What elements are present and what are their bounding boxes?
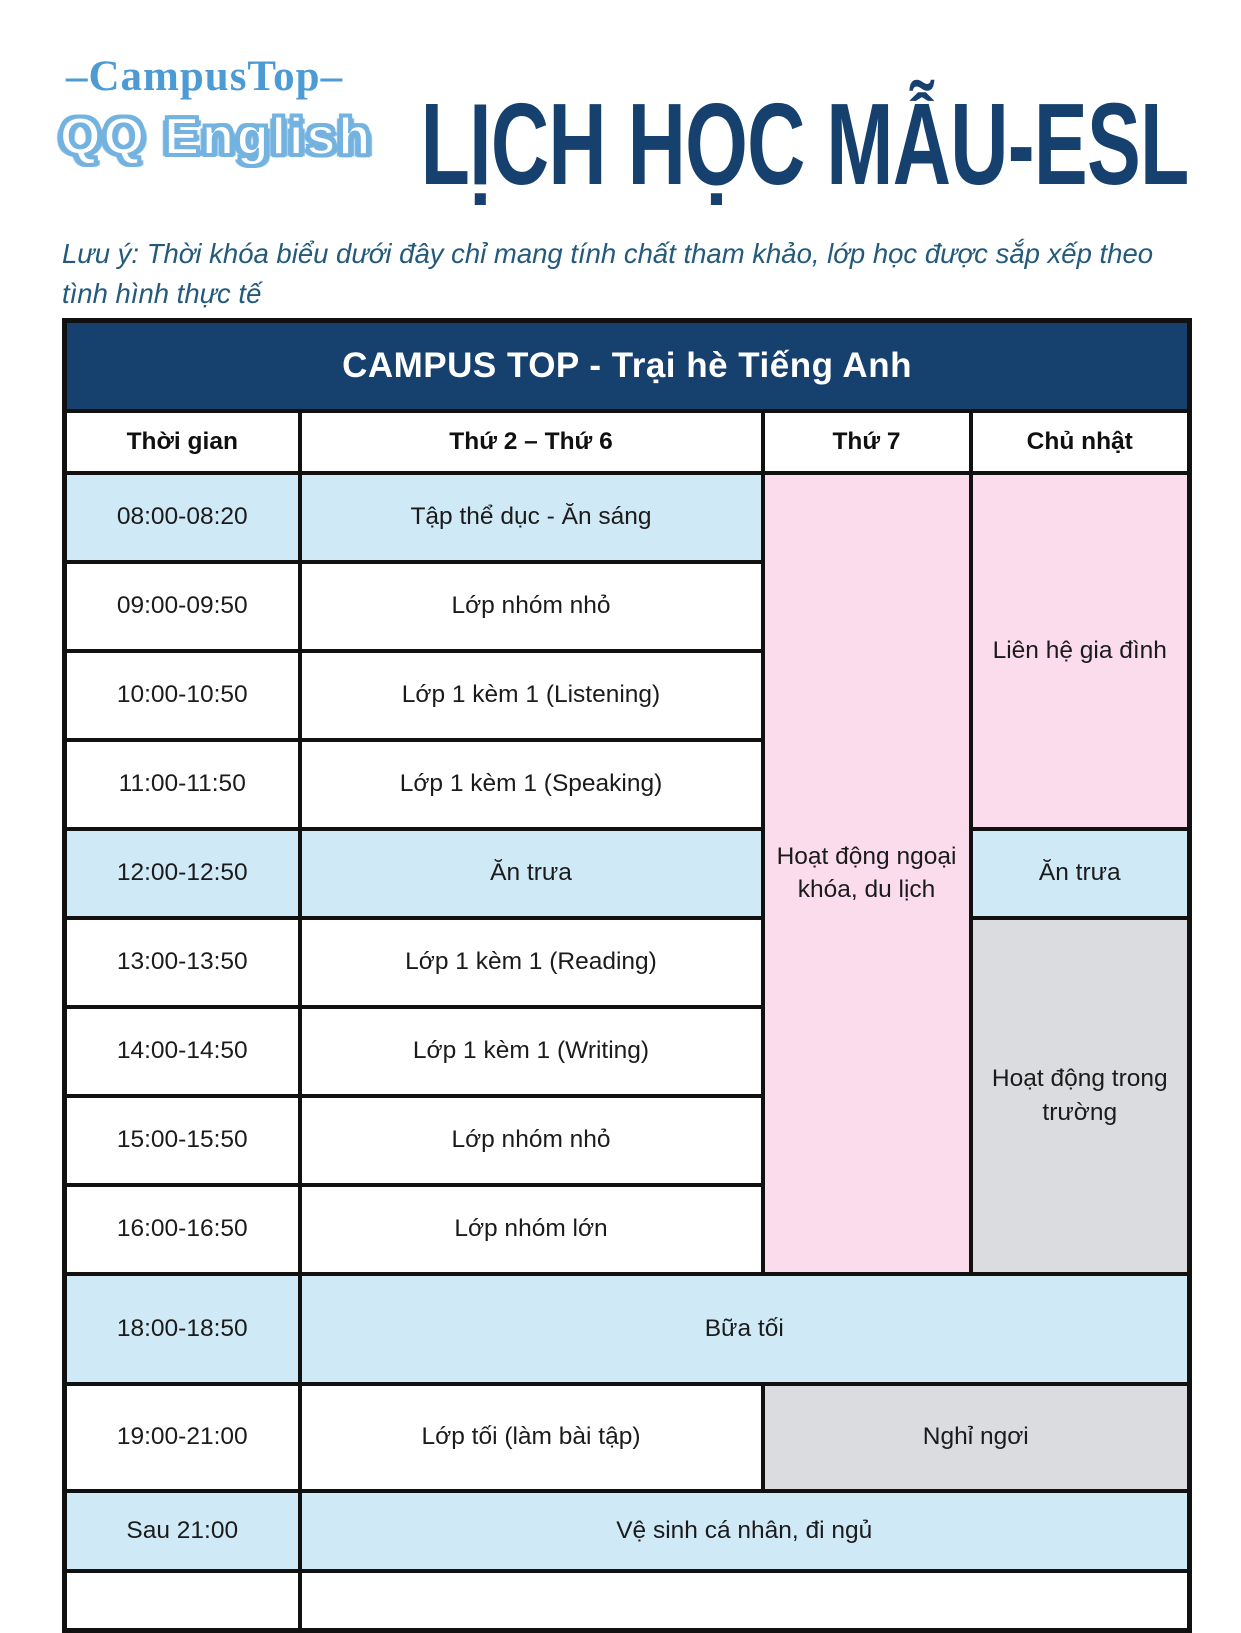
- time-cell: 19:00-21:00: [62, 1381, 302, 1493]
- activity-cell: Lớp nhóm nhỏ: [297, 1093, 765, 1187]
- time-cell: 18:00-18:50: [62, 1271, 302, 1386]
- qq-english-logo: QQ English: [59, 107, 374, 167]
- sunday-morning-cell: Liên hệ gia đình: [968, 470, 1192, 831]
- time-cell: 12:00-12:50: [62, 826, 302, 920]
- table-row: 19:00-21:00 Lớp tối (làm bài tập) Nghỉ n…: [62, 1381, 1192, 1493]
- column-header-saturday: Thứ 7: [760, 408, 973, 475]
- table-row: 12:00-12:50 Ăn trưa Ăn trưa: [62, 826, 1192, 920]
- bedtime-cell: Vệ sinh cá nhân, đi ngủ: [297, 1488, 1192, 1573]
- time-cell: 14:00-14:50: [62, 1004, 302, 1098]
- column-header-row: Thời gian Thứ 2 – Thứ 6 Thứ 7 Chủ nhật: [62, 408, 1192, 475]
- activity-cell: Lớp 1 kèm 1 (Reading): [297, 915, 765, 1009]
- activity-cell: Tập thể dục - Ăn sáng: [297, 470, 765, 564]
- table-row: 15:00-15:50 Lớp nhóm nhỏ: [62, 1093, 1190, 1187]
- sunday-afternoon-cell: Hoạt động trong trường: [968, 915, 1192, 1276]
- table-row: 10:00-10:50 Lớp 1 kèm 1 (Listening): [62, 648, 1190, 742]
- activity-cell-empty: [297, 1568, 1192, 1633]
- table-title-row: CAMPUS TOP - Trại hè Tiếng Anh: [62, 318, 1192, 413]
- table-row: 08:00-08:20 Tập thể dục - Ăn sáng Hoạt đ…: [62, 470, 1192, 1276]
- table-row: 09:00-09:50 Lớp nhóm nhỏ: [62, 559, 1190, 653]
- table-row: 18:00-18:50 Bữa tối: [62, 1271, 1192, 1386]
- time-cell: 16:00-16:50: [62, 1182, 302, 1276]
- sunday-lunch-cell: Ăn trưa: [968, 826, 1192, 920]
- activity-cell: Lớp nhóm lớn: [297, 1182, 765, 1276]
- table-row: Sau 21:00 Vệ sinh cá nhân, đi ngủ: [62, 1488, 1192, 1573]
- activity-cell: Lớp 1 kèm 1 (Listening): [297, 648, 765, 742]
- table-title: CAMPUS TOP - Trại hè Tiếng Anh: [62, 318, 1192, 413]
- time-cell-empty: [62, 1568, 302, 1633]
- activity-cell: Lớp tối (làm bài tập): [297, 1381, 765, 1493]
- table-row-partial: [62, 1568, 1192, 1633]
- table-row: 16:00-16:50 Lớp nhóm lớn: [62, 1182, 1190, 1276]
- table-row: 11:00-11:50 Lớp 1 kèm 1 (Speaking): [62, 737, 1190, 831]
- column-header-weekdays: Thứ 2 – Thứ 6: [297, 408, 765, 475]
- time-cell: 11:00-11:50: [62, 737, 302, 831]
- activity-cell: Lớp 1 kèm 1 (Speaking): [297, 737, 765, 831]
- time-cell: 09:00-09:50: [62, 559, 302, 653]
- time-cell: 13:00-13:50: [62, 915, 302, 1009]
- activity-cell: Ăn trưa: [297, 826, 765, 920]
- rest-cell: Nghỉ ngơi: [760, 1381, 1192, 1493]
- column-header-time: Thời gian: [62, 408, 302, 475]
- activity-cell: Lớp nhóm nhỏ: [297, 559, 765, 653]
- campustop-logo: –CampusTop–: [66, 53, 344, 100]
- time-cell: 10:00-10:50: [62, 648, 302, 742]
- brand-logo-block: –CampusTop– QQ English: [59, 52, 373, 167]
- time-cell: 08:00-08:20: [62, 470, 302, 564]
- time-cell: Sau 21:00: [62, 1488, 302, 1573]
- dinner-cell: Bữa tối: [297, 1271, 1192, 1386]
- schedule-table: CAMPUS TOP - Trại hè Tiếng Anh Thời gian…: [62, 318, 1193, 1633]
- column-header-sunday: Chủ nhật: [968, 408, 1192, 475]
- saturday-activity-cell: Hoạt động ngoại khóa, du lịch: [760, 470, 973, 1276]
- note-text: Lưu ý: Thời khóa biểu dưới đây chỉ mang …: [62, 238, 1154, 309]
- activity-cell: Lớp 1 kèm 1 (Writing): [297, 1004, 765, 1098]
- table-row: 13:00-13:50 Lớp 1 kèm 1 (Reading) Hoạt đ…: [62, 915, 1192, 1276]
- time-cell: 15:00-15:50: [62, 1093, 302, 1187]
- page-title: LỊCH HỌC MẪU-ESL: [421, 78, 1190, 209]
- table-row: 14:00-14:50 Lớp 1 kèm 1 (Writing): [62, 1004, 1190, 1098]
